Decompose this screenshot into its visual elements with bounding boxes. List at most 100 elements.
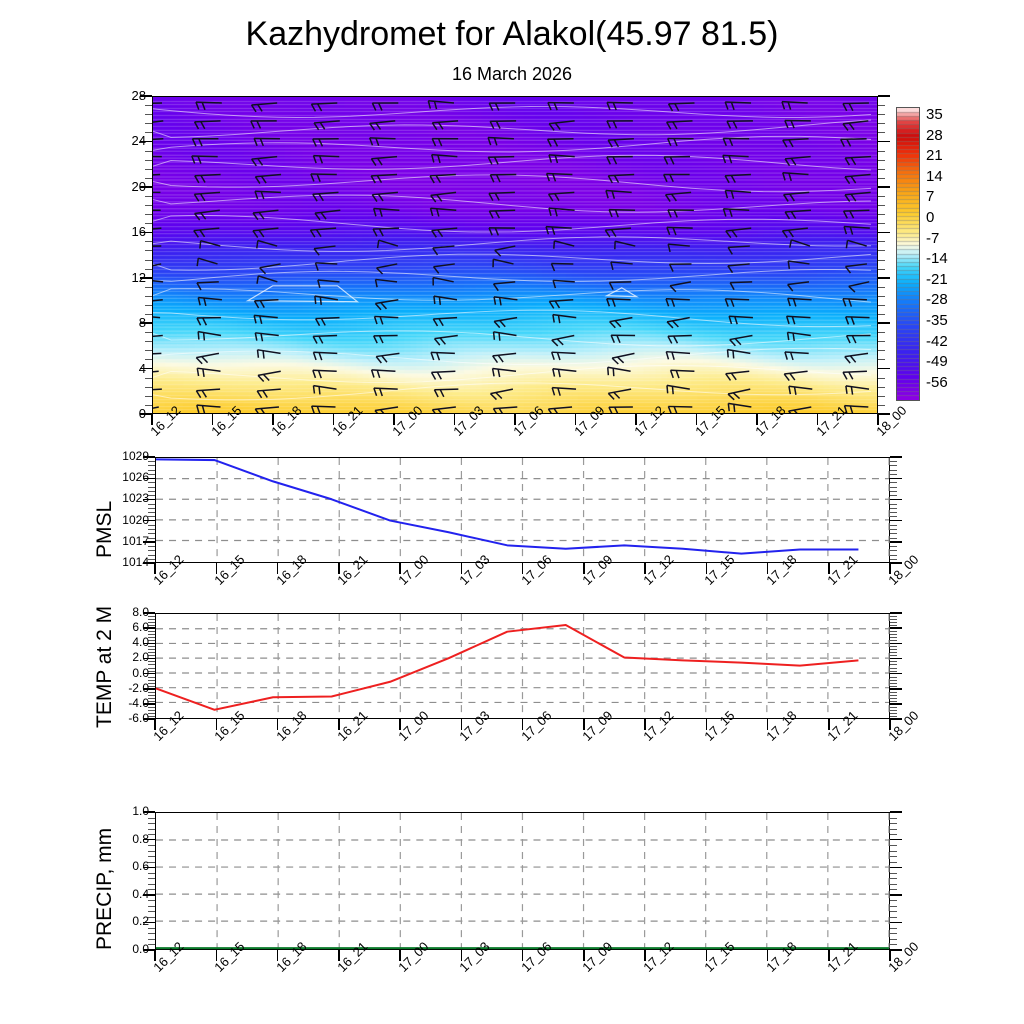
pmsl-ytick-minor (148, 482, 155, 484)
pmsl-ytick-minor (148, 503, 155, 505)
sounding-xtick (332, 414, 335, 425)
temp2m-ytick-minor-right (890, 649, 897, 651)
pmsl-ytick-minor-right (890, 537, 897, 539)
temp2m-xtick (154, 719, 156, 730)
temp2m-ytick-minor (148, 691, 155, 693)
pmsl-ytick-minor (148, 524, 155, 526)
contour-lines (153, 105, 872, 401)
precip-ytick-minor (148, 900, 155, 902)
temp2m-ytick-minor-right (890, 685, 897, 687)
temp2m-plot (155, 614, 890, 718)
temp2m-ytick-minor-right (890, 631, 897, 633)
sounding-xtick (272, 414, 274, 425)
sounding-ytick-minor (145, 250, 152, 252)
sounding-ytick (140, 186, 152, 188)
temp2m-ytick-label: -6.0 (128, 711, 149, 725)
temp2m-xtick (583, 719, 585, 730)
sounding-ytick-minor (145, 105, 152, 107)
sounding-ytick-minor-right (878, 114, 885, 116)
colorbar-tick-neg14: -14 (926, 250, 948, 268)
sounding-ytick-right (878, 322, 890, 324)
pmsl-ytick-minor (148, 507, 155, 509)
pmsl-xtick (460, 563, 463, 574)
precip-xtick (889, 950, 891, 961)
sounding-ytick (140, 231, 152, 234)
precip-ytick (143, 949, 155, 951)
pmsl-ytick-minor (148, 461, 155, 463)
sounding-ytick-label: 20 (131, 178, 146, 194)
pmsl-xtick (521, 563, 524, 574)
precip-xtick (215, 950, 218, 961)
sounding-ytick-minor-right (878, 332, 885, 334)
temp2m-ytick-minor-right (890, 619, 897, 621)
pmsl-ytick-minor (148, 533, 155, 535)
colorbar (896, 107, 920, 401)
temp2m-xtick (889, 719, 891, 730)
temp2m-ytick (143, 703, 155, 705)
sounding-ytick-minor-right (878, 395, 885, 397)
precip-ytick-minor (148, 872, 155, 874)
temp2m-ytick-minor (148, 646, 155, 648)
precip-ytick-minor (148, 889, 155, 891)
precip-ytick (143, 866, 155, 868)
pmsl-ytick-minor (148, 546, 155, 548)
pmsl-axis-title: PMSL (93, 500, 116, 558)
sounding-ytick-minor (145, 404, 152, 406)
pmsl-ytick-label: 1017 (122, 533, 149, 548)
colorbar-tick-neg49: -49 (926, 353, 948, 371)
temp2m-ytick-minor (148, 712, 155, 714)
sounding-xtick (574, 414, 577, 425)
temp2m-ytick-right (890, 612, 902, 614)
temp2m-ytick-minor-right (890, 622, 897, 624)
temp2m-ytick-minor (148, 634, 155, 636)
pmsl-ytick-minor-right (890, 533, 897, 535)
sounding-ytick-label: 24 (131, 133, 146, 149)
sounding-ytick-minor-right (878, 150, 885, 152)
sounding-ytick-minor-right (878, 341, 885, 343)
sounding-ytick-minor-right (878, 314, 885, 316)
pmsl-ytick-label: 1029 (122, 449, 149, 463)
sounding-xtick (877, 414, 879, 425)
temp2m-ytick-minor (148, 709, 155, 711)
temp2m-ytick (143, 688, 155, 690)
precip-ytick-minor-right (890, 900, 897, 902)
temp2m-xtick (215, 719, 218, 730)
sounding-ytick-right (878, 367, 890, 370)
precip-ytick-minor (148, 845, 155, 847)
temp2m-xtick (828, 719, 830, 730)
precip-ytick-minor-right (890, 883, 897, 885)
precip-ytick-minor (148, 927, 155, 929)
temp2m-ytick-minor (148, 670, 155, 672)
precip-ytick-minor-right (890, 872, 897, 874)
sounding-ytick-minor-right (878, 159, 885, 161)
temp2m-ytick (143, 627, 155, 629)
temp2m-ytick-label: -4.0 (128, 695, 149, 710)
precip-ytick (143, 921, 155, 924)
pmsl-ytick-minor-right (890, 465, 897, 467)
precip-ytick-minor-right (890, 823, 897, 825)
pmsl-ytick-minor-right (890, 550, 897, 552)
sounding-ytick-minor-right (878, 386, 885, 388)
precip-ytick-label: 0.0 (132, 942, 149, 956)
temp2m-ytick-minor (148, 715, 155, 717)
temp2m-ytick-label: 2.0 (132, 650, 149, 665)
colorbar-tick-neg28: -28 (926, 291, 948, 309)
pmsl-ytick-minor (148, 465, 155, 467)
precip-ytick-minor (148, 911, 155, 913)
sounding-ytick-label: 16 (131, 224, 146, 240)
sounding-ytick-minor-right (878, 304, 885, 306)
precip-ytick-minor (148, 938, 155, 940)
precip-ytick-minor-right (890, 927, 897, 929)
sounding-xtick (756, 414, 758, 425)
temp2m-ytick-minor (148, 664, 155, 666)
temp2m-ytick-minor (148, 700, 155, 702)
sounding-panel (152, 96, 878, 414)
pmsl-ytick-minor-right (890, 495, 897, 497)
pmsl-ytick-minor (148, 495, 155, 497)
temp2m-ytick-minor-right (890, 682, 897, 684)
temp2m-ytick-minor-right (890, 655, 897, 657)
temp2m-ytick-minor-right (890, 661, 897, 663)
pmsl-ytick-minor (148, 469, 155, 471)
sounding-ytick-right (878, 95, 890, 97)
sounding-ytick-minor-right (878, 168, 885, 170)
